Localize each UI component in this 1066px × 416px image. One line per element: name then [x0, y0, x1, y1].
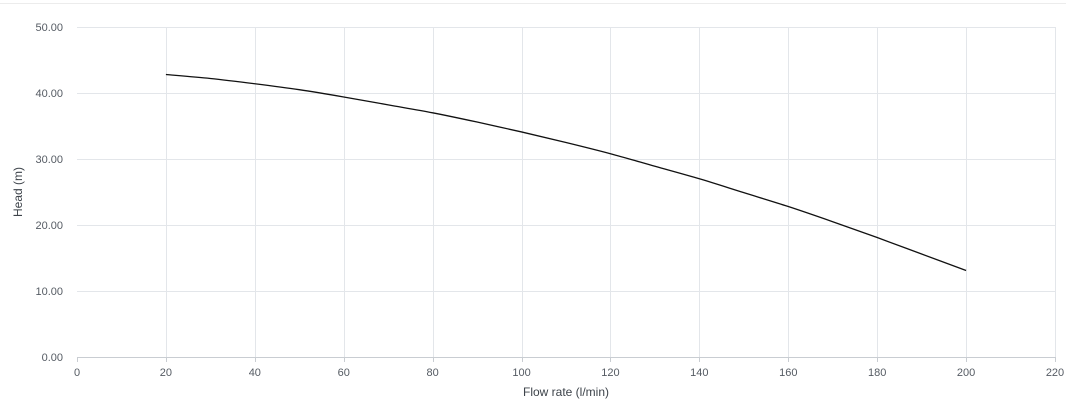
top-divider [0, 3, 1066, 4]
x-tick-label: 100 [512, 367, 530, 379]
x-tick-label: 180 [868, 367, 886, 379]
y-tick-label: 30.00 [35, 154, 63, 166]
x-tick-label: 60 [338, 367, 350, 379]
y-tick-label: 0.00 [42, 352, 63, 364]
x-tick-label: 220 [1046, 367, 1064, 379]
y-axis-title: Head (m) [11, 167, 25, 217]
x-tick-label: 160 [779, 367, 797, 379]
grid [77, 27, 1056, 362]
x-tick-label: 40 [249, 367, 261, 379]
x-tick-label: 20 [160, 367, 172, 379]
y-tick-label: 20.00 [35, 220, 63, 232]
x-tick-label: 120 [601, 367, 619, 379]
x-tick-label: 0 [74, 367, 80, 379]
y-tick-label: 50.00 [35, 22, 63, 34]
x-tick-label: 140 [690, 367, 708, 379]
series [165, 73, 967, 272]
y-tick-label: 10.00 [35, 286, 63, 298]
y-tick-label: 40.00 [35, 88, 63, 100]
x-tick-label: 80 [427, 367, 439, 379]
y-tick-labels: 0.00 10.00 20.00 30.00 40.00 50.00 [35, 22, 63, 364]
x-tick-label: 200 [957, 367, 975, 379]
x-tick-labels: 0 20 40 60 80 100 120 140 160 180 200 220 [74, 367, 1064, 379]
x-axis-title: Flow rate (l/min) [523, 385, 609, 399]
series-line [165, 73, 967, 272]
